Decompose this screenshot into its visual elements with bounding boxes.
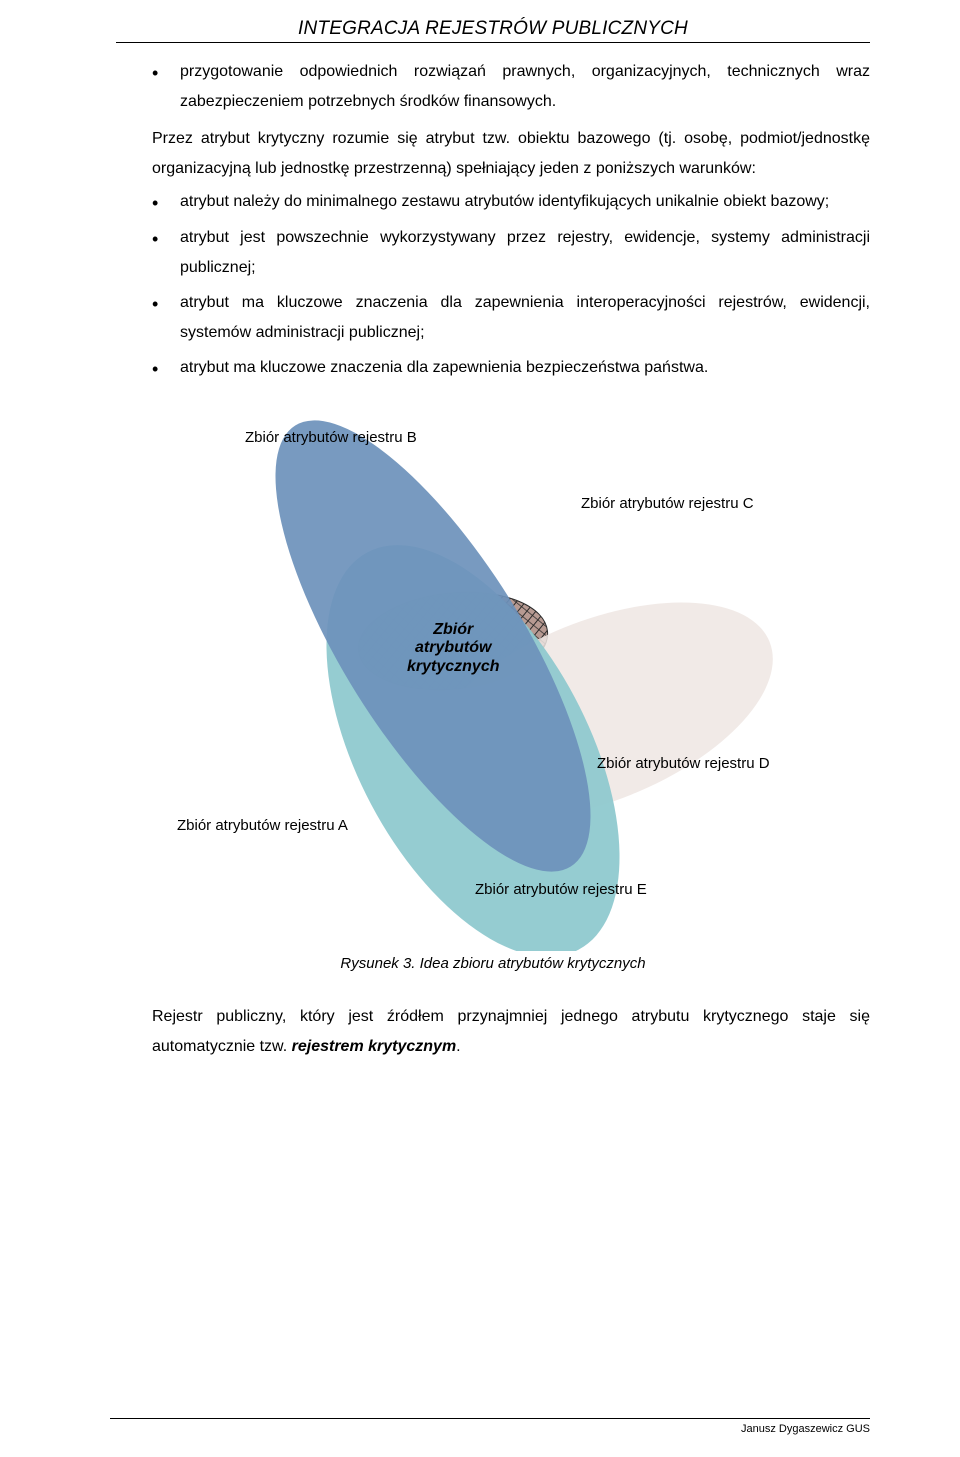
diagram-label-B: Zbiór atrybutów rejestru B: [245, 429, 417, 446]
list-item: atrybut jest powszechnie wykorzystywany …: [152, 223, 870, 282]
diagram-label-E: Zbiór atrybutów rejestru E: [475, 881, 647, 898]
diagram-label-A: Zbiór atrybutów rejestru A: [177, 817, 348, 834]
diagram-svg: [143, 411, 843, 951]
page-header-title: INTEGRACJA REJESTRÓW PUBLICZNYCH: [116, 18, 870, 40]
text-run-bold: rejestrem krytycznym: [292, 1038, 457, 1055]
center-label-line: Zbiór: [433, 621, 473, 638]
mid-bullet-list: atrybut należy do minimalnego zestawu at…: [116, 187, 870, 383]
header-rule: [116, 42, 870, 43]
top-bullet-list: przygotowanie odpowiednich rozwiązań pra…: [116, 57, 870, 116]
list-item: przygotowanie odpowiednich rozwiązań pra…: [152, 57, 870, 116]
venn-diagram: Zbiór atrybutów rejestru B Zbiór atrybut…: [143, 411, 843, 951]
diagram-center-label: Zbiór atrybutów krytycznych: [407, 621, 500, 676]
list-item: atrybut należy do minimalnego zestawu at…: [152, 187, 870, 217]
list-item: atrybut ma kluczowe znaczenia dla zapewn…: [152, 288, 870, 347]
text-run: .: [456, 1038, 460, 1055]
center-label-line: krytycznych: [407, 658, 500, 675]
text-run: Rejestr publiczny, który jest źródłem pr…: [152, 1008, 870, 1055]
footer-rule: [110, 1418, 870, 1419]
diagram-label-D: Zbiór atrybutów rejestru D: [597, 755, 770, 772]
center-label-line: atrybutów: [415, 639, 491, 656]
paragraph-conclusion: Rejestr publiczny, który jest źródłem pr…: [116, 1002, 870, 1061]
figure-caption: Rysunek 3. Idea zbioru atrybutów krytycz…: [116, 955, 870, 972]
footer-author: Janusz Dygaszewicz GUS: [741, 1423, 870, 1435]
list-item: atrybut ma kluczowe znaczenia dla zapewn…: [152, 353, 870, 383]
paragraph-intro: Przez atrybut krytyczny rozumie się atry…: [116, 124, 870, 183]
diagram-label-C: Zbiór atrybutów rejestru C: [581, 495, 754, 512]
